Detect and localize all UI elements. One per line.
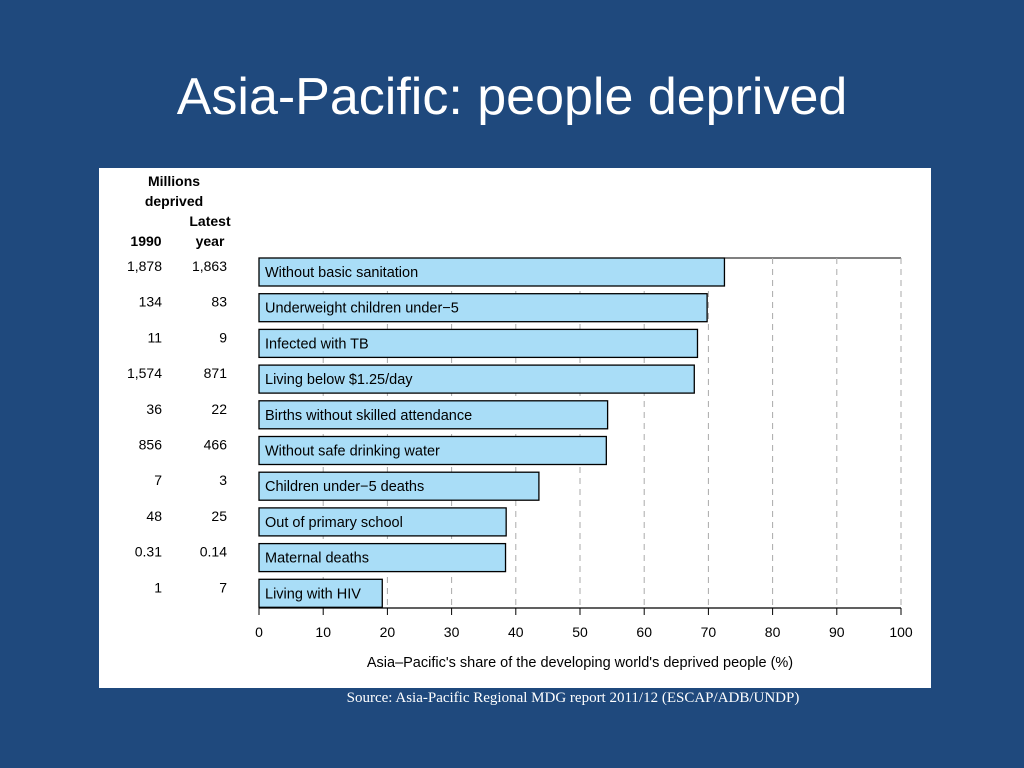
value-1990: 11 — [147, 329, 162, 345]
bar-label: Living below $1.25/day — [265, 372, 413, 388]
deprived-table: 1,878 1,863 134 83 11 9 1,574 871 36 22 856 466 7 3 48… — [127, 173, 231, 595]
header-millions-deprived: Millions deprived — [145, 173, 203, 209]
x-tick-label: 10 — [315, 624, 331, 640]
source-note: Source: Asia-Pacific Regional MDG report… — [346, 690, 800, 706]
bar — [258, 364, 695, 394]
x-tick-label: 80 — [765, 624, 781, 640]
value-1990: 7 — [154, 472, 162, 488]
value-latest: 22 — [211, 401, 227, 417]
slide-title: Asia-Pacific: people deprived — [176, 68, 848, 126]
x-tick-label: 50 — [572, 624, 588, 640]
x-tick-label: 30 — [444, 624, 460, 640]
value-1990: 1 — [154, 579, 162, 595]
value-latest: 871 — [204, 365, 228, 381]
x-tick-label: 90 — [829, 624, 845, 640]
value-1990: 48 — [146, 508, 162, 524]
x-tick-label: 20 — [380, 624, 396, 640]
bar-label: Maternal deaths — [265, 551, 369, 567]
bar-label: Children under−5 deaths — [265, 479, 424, 495]
value-latest: 3 — [219, 472, 227, 488]
x-axis-label: Asia–Pacific's share of the developing w… — [367, 655, 793, 671]
value-latest: 466 — [204, 437, 228, 453]
value-latest: 25 — [211, 508, 227, 524]
x-tick-label: 0 — [255, 624, 263, 640]
bar — [258, 471, 540, 501]
x-tick-label: 100 — [889, 624, 913, 640]
value-1990: 0.31 — [135, 544, 162, 560]
bar-label: Births without skilled attendance — [265, 408, 472, 424]
x-tick-label: 70 — [701, 624, 717, 640]
bar — [258, 328, 699, 359]
bar-label: Without safe drinking water — [265, 444, 440, 460]
value-latest: 83 — [211, 294, 227, 310]
bar — [258, 435, 607, 466]
header-latest-year: Latest year — [189, 213, 231, 249]
value-latest: 7 — [219, 579, 227, 595]
value-1990: 1,878 — [127, 258, 162, 274]
value-latest: 1,863 — [192, 258, 227, 274]
header-1990: 1990 — [130, 233, 161, 249]
bar-label: Living with HIV — [265, 586, 361, 602]
bar — [258, 542, 507, 573]
bar — [258, 257, 726, 287]
x-tick-label: 60 — [636, 624, 652, 640]
bar — [258, 578, 383, 608]
bar-label: Infected with TB — [265, 336, 369, 352]
x-axis: 0 10 20 30 40 50 60 70 80 90 100 Asia–Pacific's sha… — [255, 607, 913, 671]
value-1990: 856 — [139, 437, 163, 453]
bar-chart: Without basic sanitation Underweight chil… — [127, 173, 913, 671]
chart-panel: Without basic sanitation Underweight chil… — [99, 168, 931, 688]
value-1990: 134 — [139, 294, 163, 310]
value-1990: 36 — [146, 401, 162, 417]
bar — [258, 293, 708, 323]
bar-label: Without basic sanitation — [265, 265, 418, 281]
bar-label: Out of primary school — [265, 515, 403, 531]
bar — [258, 507, 507, 537]
value-latest: 0.14 — [200, 544, 227, 560]
x-tick-label: 40 — [508, 624, 524, 640]
value-1990: 1,574 — [127, 365, 162, 381]
value-latest: 9 — [219, 329, 227, 345]
bars-layer: Without basic sanitation Underweight chil… — [258, 257, 726, 608]
bar-label: Underweight children under−5 — [265, 301, 459, 317]
bar — [258, 400, 609, 430]
